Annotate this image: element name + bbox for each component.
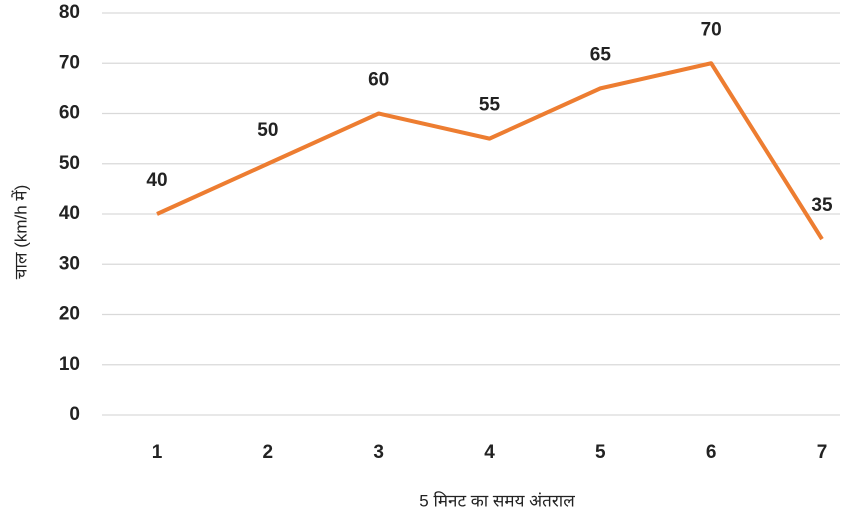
y-tick-label: 10 — [59, 354, 80, 375]
y-tick-label: 50 — [59, 153, 80, 174]
y-tick-label: 70 — [59, 52, 80, 73]
y-tick-label: 40 — [59, 203, 80, 224]
data-label: 35 — [811, 195, 833, 216]
data-label: 40 — [146, 170, 167, 191]
data-label: 55 — [479, 95, 501, 116]
x-tick-label: 5 — [595, 442, 606, 463]
data-label: 50 — [257, 120, 278, 141]
x-tick-label: 7 — [817, 442, 828, 463]
data-label: 70 — [701, 19, 722, 40]
x-tick-label: 2 — [263, 442, 274, 463]
y-tick-label: 20 — [59, 304, 80, 325]
y-tick-label: 80 — [59, 2, 80, 23]
y-axis-title: चाल (km/h में) — [10, 185, 30, 280]
x-tick-label: 3 — [373, 442, 384, 463]
x-tick-label: 6 — [706, 442, 717, 463]
data-line — [156, 61, 824, 241]
y-tick-label: 60 — [59, 103, 80, 124]
y-tick-label: 0 — [69, 404, 80, 425]
x-tick-label: 4 — [484, 442, 495, 463]
x-axis-title: 5 मिनट का समय अंतराल — [419, 490, 575, 510]
data-label: 65 — [590, 44, 612, 65]
y-tick-label: 30 — [59, 253, 80, 274]
data-label: 60 — [368, 70, 389, 91]
x-tick-label: 1 — [152, 442, 163, 463]
